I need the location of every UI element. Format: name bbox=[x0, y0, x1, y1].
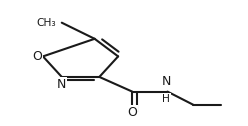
Text: O: O bbox=[32, 50, 42, 63]
Text: H: H bbox=[162, 94, 170, 104]
Text: N: N bbox=[57, 78, 66, 91]
Text: O: O bbox=[127, 106, 137, 119]
Text: CH₃: CH₃ bbox=[36, 18, 56, 28]
Text: N: N bbox=[162, 75, 171, 88]
